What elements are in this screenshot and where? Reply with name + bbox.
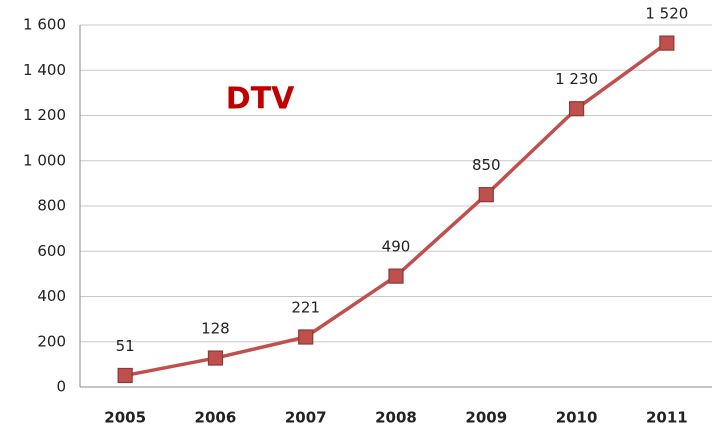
data-label: 850 [472, 156, 501, 174]
x-tick-label: 2007 [285, 409, 327, 427]
y-tick-label: 0 [56, 378, 66, 396]
marker [298, 329, 314, 345]
chart-title: DTV [226, 82, 295, 117]
marker [117, 367, 133, 384]
y-tick-label: 1 200 [23, 106, 66, 124]
y-tick-label: 1 400 [23, 61, 66, 79]
data-label: 490 [382, 238, 411, 256]
x-tick-label: 2009 [465, 409, 507, 427]
y-tick-label: 1 000 [23, 151, 66, 169]
y-tick-label: 1 600 [23, 16, 66, 34]
y-tick-label: 800 [37, 197, 66, 215]
x-tick-label: 2011 [646, 409, 688, 427]
data-label: 51 [116, 337, 135, 355]
x-tick-label: 2005 [104, 409, 146, 427]
data-label: 128 [201, 320, 230, 338]
data-label: 1 520 [645, 5, 688, 23]
data-label: 1 230 [555, 70, 598, 88]
y-tick-label: 600 [37, 242, 66, 260]
x-tick-label: 2006 [195, 409, 237, 427]
x-tick-label: 2008 [375, 409, 417, 427]
marker [207, 350, 224, 366]
marker [478, 187, 494, 203]
data-label: 221 [291, 298, 320, 316]
marker [659, 35, 675, 51]
marker [568, 101, 585, 117]
y-tick-label: 200 [37, 332, 66, 350]
y-tick-label: 400 [37, 287, 66, 305]
x-tick-label: 2010 [556, 409, 598, 427]
marker [388, 268, 404, 284]
